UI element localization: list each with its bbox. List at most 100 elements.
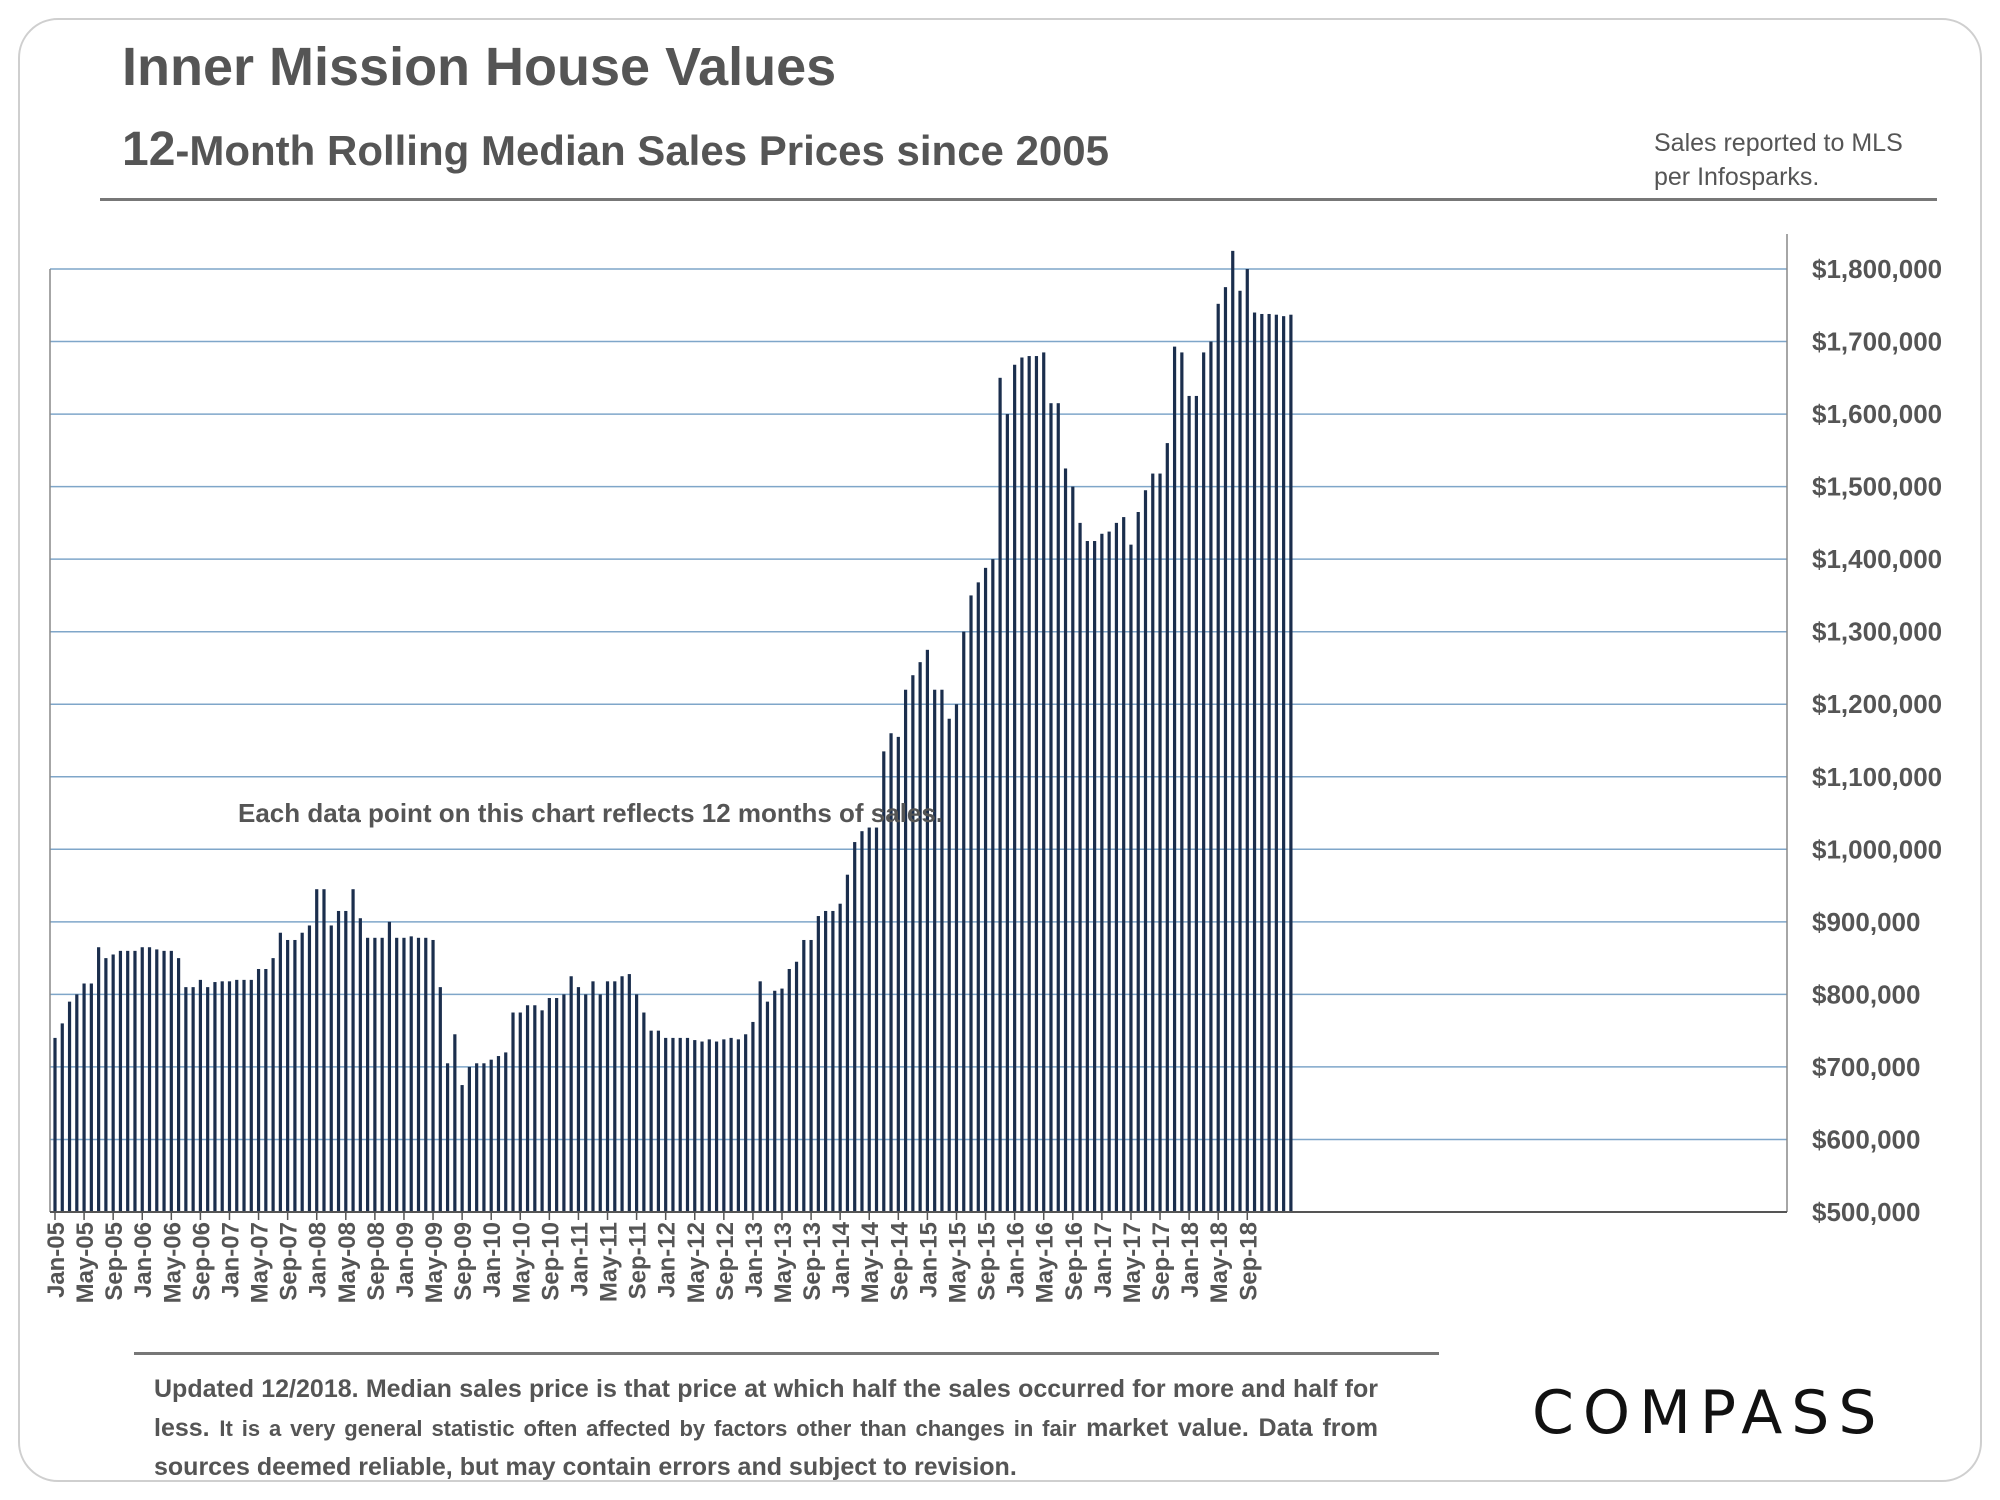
bar (126, 950, 130, 1212)
footer-text-last: market value. Data from sources deemed r… (154, 1414, 1378, 1481)
bar (460, 1085, 464, 1212)
bar (1252, 312, 1257, 1212)
bar (445, 1063, 450, 1212)
x-tick-label: May-13 (770, 1222, 797, 1303)
bar (889, 733, 893, 1212)
bar (882, 751, 886, 1212)
bars (53, 250, 1293, 1213)
bar (1027, 356, 1031, 1212)
bar (555, 998, 559, 1212)
y-tick-label: $1,700,000 (1812, 327, 1942, 357)
x-tick-label: May-18 (1206, 1222, 1233, 1303)
bar (416, 937, 421, 1212)
bar (387, 921, 392, 1212)
header-divider (100, 198, 1937, 201)
bar (1165, 443, 1169, 1213)
axes (49, 234, 1788, 1213)
source-line-2: per Infosparks. (1654, 163, 1820, 191)
bar (504, 1052, 508, 1212)
x-tick-label: Jan-17 (1090, 1222, 1117, 1298)
y-tick-label: $1,400,000 (1812, 544, 1942, 574)
bar (431, 939, 435, 1212)
bar (1245, 269, 1249, 1212)
bar (794, 961, 799, 1212)
bar (111, 954, 115, 1212)
x-tick-label: Jan-16 (1003, 1222, 1030, 1298)
y-tick-label: $1,200,000 (1812, 689, 1942, 719)
bar (278, 932, 282, 1212)
x-tick-label: Sep-13 (799, 1222, 826, 1301)
bar (351, 889, 355, 1212)
bar (933, 689, 937, 1212)
bar (533, 1005, 537, 1212)
bar (184, 987, 188, 1212)
bar (816, 916, 820, 1212)
bar (344, 910, 348, 1212)
bar (635, 994, 639, 1212)
bar (613, 981, 617, 1212)
bar (402, 937, 406, 1212)
bar (453, 1034, 457, 1212)
x-tick-label: Jan-07 (217, 1222, 244, 1298)
bar (1158, 473, 1162, 1212)
bar (511, 1012, 515, 1212)
bar (860, 831, 864, 1212)
bar (1078, 522, 1082, 1212)
bar (976, 582, 980, 1212)
source-note: Sales reported to MLS per Infosparks. (1654, 126, 1974, 194)
footer-divider (134, 1352, 1439, 1355)
bar (67, 1001, 72, 1212)
bar (729, 1037, 733, 1212)
bar (496, 1056, 501, 1212)
y-tick-label: $1,600,000 (1812, 399, 1942, 429)
bar (693, 1040, 697, 1212)
x-tick-label: May-05 (72, 1222, 99, 1303)
bar (140, 947, 144, 1212)
bar (147, 947, 152, 1212)
bar (198, 979, 202, 1212)
bar (264, 968, 268, 1212)
bar (1209, 341, 1213, 1212)
bar (358, 918, 362, 1212)
bar (104, 958, 108, 1212)
footer-text-small: It is a very general statistic often aff… (219, 1416, 1077, 1441)
bar (206, 987, 210, 1212)
x-tick-label: Jan-08 (305, 1222, 332, 1298)
bar (620, 976, 624, 1212)
x-tick-label: Sep-14 (886, 1221, 913, 1300)
bar (664, 1037, 668, 1212)
bar (1100, 533, 1104, 1212)
x-tick-label: Jan-12 (654, 1222, 681, 1298)
bar (1013, 364, 1017, 1213)
bar (838, 903, 842, 1212)
x-tick-label: Jan-14 (828, 1221, 855, 1298)
bar (1107, 531, 1111, 1212)
bar (155, 949, 159, 1212)
bar (1093, 541, 1097, 1212)
x-tick-label: Jan-05 (43, 1222, 70, 1298)
bar (1143, 490, 1148, 1212)
x-tick-label: Jan-06 (130, 1222, 157, 1298)
bar (373, 937, 377, 1212)
bar (736, 1039, 740, 1212)
chart-annotation: Each data point on this chart reflects 1… (238, 798, 943, 828)
bar (773, 990, 777, 1212)
x-tick-label: May-16 (1032, 1222, 1059, 1303)
bar (911, 675, 915, 1212)
x-tick-label: Sep-09 (450, 1222, 477, 1301)
bar (1180, 352, 1184, 1213)
bar (213, 982, 217, 1212)
bar (845, 874, 850, 1212)
bar (191, 987, 195, 1212)
bar (329, 925, 333, 1212)
bar (271, 958, 275, 1212)
x-tick-label: Sep-10 (537, 1222, 564, 1301)
bar (53, 1037, 57, 1212)
x-tick-label: May-09 (421, 1222, 448, 1303)
bar (242, 979, 246, 1212)
bar (235, 979, 239, 1212)
bar (467, 1066, 471, 1212)
footer-note: Updated 12/2018. Median sales price is t… (154, 1370, 1378, 1487)
bar (424, 937, 428, 1212)
bar (918, 662, 922, 1212)
